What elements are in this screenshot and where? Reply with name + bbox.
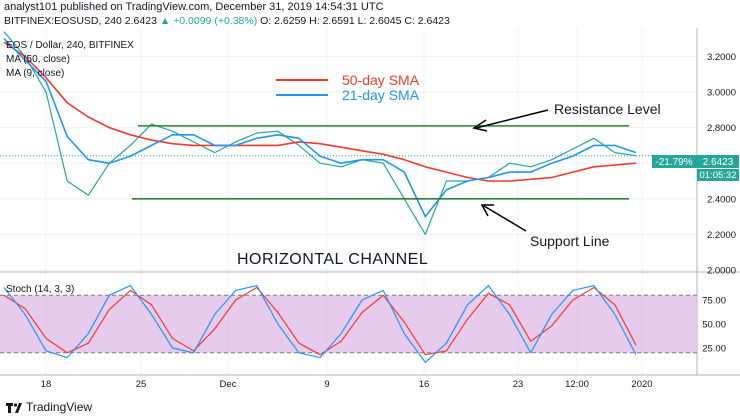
- stoch-bands: [0, 294, 697, 354]
- resistance-label: Resistance Level: [554, 101, 661, 117]
- price-tick-label: 2.8000: [707, 123, 736, 134]
- time-tick-label: 12:00: [565, 379, 589, 390]
- ohlc-values: O: 2.6259 H: 2.6591 L: 2.6045 C: 2.6423: [260, 15, 450, 27]
- tradingview-brand: TradingView: [26, 400, 93, 414]
- price-badge-text: 2.6423: [703, 157, 734, 168]
- time-tick-label: 16: [419, 379, 430, 390]
- chart-title: HORIZONTAL CHANNEL: [237, 251, 428, 268]
- price-series: [0, 31, 697, 235]
- countdown-badge: [697, 169, 739, 181]
- support-arrow: [483, 205, 527, 232]
- change-badge: [652, 155, 697, 168]
- time-tick-label: 2020: [631, 379, 652, 390]
- header: analyst101 published on TradingView.com,…: [0, 0, 740, 28]
- channel-lines: [132, 125, 629, 200]
- stoch-tick-labels: 25.00 50.00 75.00: [702, 296, 726, 355]
- stoch-series: [3, 285, 637, 363]
- support-label: Support Line: [530, 233, 610, 249]
- legend-symbol: EOS / Dollar, 240, BITFINEX: [6, 40, 134, 51]
- resistance-arrowhead: [472, 119, 488, 132]
- price-tick-label: 2.4000: [707, 194, 736, 205]
- price-badge: [697, 155, 739, 168]
- legend-50sma-label: 50-day SMA: [342, 72, 420, 88]
- price-tick-label: 2.2000: [707, 230, 736, 241]
- stoch-d-line: [3, 286, 637, 356]
- price-tick-label: 3.2000: [707, 52, 736, 63]
- stoch-band-fill: [0, 295, 697, 353]
- sma50-line: [3, 41, 637, 182]
- legend-21sma-label: 21-day SMA: [342, 87, 420, 103]
- price-change: ▲ +0.0099 (+0.38%): [159, 15, 258, 27]
- stoch-tick-label: 25.00: [702, 344, 726, 355]
- support-arrowhead: [480, 204, 494, 217]
- sma21-line: [3, 38, 637, 218]
- time-tick-labels: 18 25 Dec 9 16 23 12:00 2020: [41, 379, 653, 390]
- time-tick-label: Dec: [220, 379, 237, 390]
- time-tick-label: 25: [136, 379, 147, 390]
- price-tick-label: 3.0000: [707, 88, 736, 99]
- price-tick-label: 2.0000: [707, 266, 736, 277]
- legend-ma9: MA (9, close): [6, 68, 64, 79]
- countdown-text: 01:05:32: [700, 170, 737, 181]
- stoch-k-line: [3, 285, 637, 363]
- last-price: 2.6423: [124, 15, 157, 27]
- time-tick-label: 9: [324, 379, 329, 390]
- publish-line: analyst101 published on TradingView.com,…: [4, 1, 384, 13]
- stoch-tick-label: 75.00: [702, 296, 726, 307]
- legend-ma50: MA (50, close): [6, 54, 70, 65]
- tradingview-logo-icon: [6, 403, 22, 413]
- change-badge-text: -21.79%: [655, 157, 692, 168]
- stoch-title: Stoch (14, 3, 3): [6, 284, 74, 295]
- time-tick-label: 23: [513, 379, 524, 390]
- chart-canvas: 2.00002.20002.40002.60002.80003.00003.20…: [0, 28, 740, 390]
- symbol-line: BITFINEX:EOSUSD, 240 2.6423 ▲ +0.0099 (+…: [4, 15, 450, 27]
- stoch-tick-label: 50.00: [702, 320, 726, 331]
- time-tick-label: 18: [41, 379, 52, 390]
- symbol: BITFINEX:EOSUSD, 240: [4, 15, 122, 27]
- resistance-arrow: [475, 109, 549, 129]
- footer: TradingView: [0, 396, 740, 419]
